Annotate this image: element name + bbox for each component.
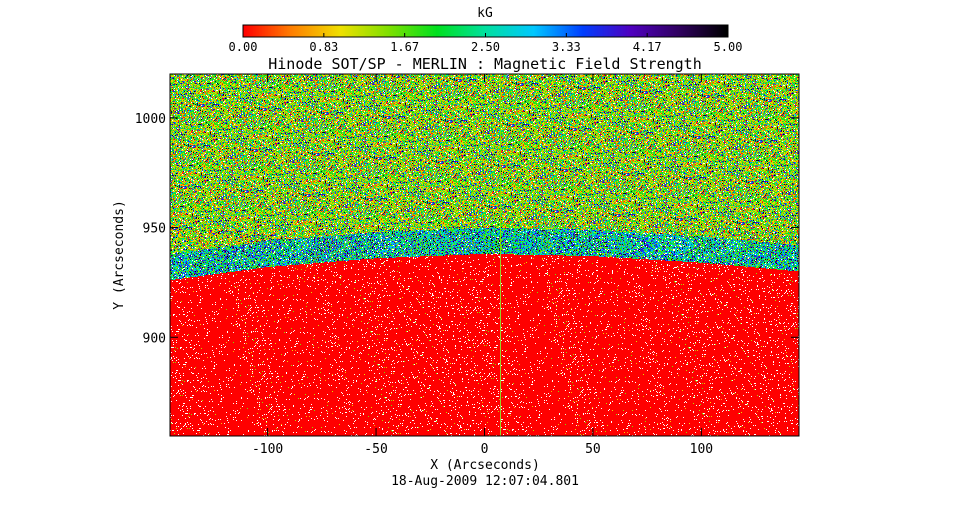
x-tick-label: 50 bbox=[585, 442, 601, 457]
x-tick-label: -50 bbox=[364, 442, 387, 457]
x-axis: -100 -50 0 50 100 bbox=[252, 74, 713, 457]
field-strength-map bbox=[170, 74, 799, 436]
colorbar-tick-label: 0.83 bbox=[309, 40, 338, 54]
y-tick-label: 900 bbox=[143, 331, 166, 346]
y-tick-label: 950 bbox=[143, 222, 166, 237]
timestamp: 18-Aug-2009 12:07:04.801 bbox=[391, 474, 579, 489]
colorbar-gradient bbox=[243, 25, 728, 37]
colorbar-tick-label: 3.33 bbox=[552, 40, 581, 54]
colorbar-tick-label: 4.17 bbox=[633, 40, 662, 54]
chart-title: Hinode SOT/SP - MERLIN : Magnetic Field … bbox=[268, 55, 701, 73]
colorbar-tick-label: 5.00 bbox=[714, 40, 743, 54]
x-tick-label: 100 bbox=[690, 442, 713, 457]
x-axis-label: X (Arcseconds) bbox=[430, 458, 540, 473]
colorbar-tick-label: 2.50 bbox=[471, 40, 500, 54]
colorbar-label: kG bbox=[477, 6, 493, 21]
colorbar-ticks: 0.00 0.83 1.67 2.50 3.33 4.17 5.00 bbox=[229, 33, 743, 54]
y-tick-label: 1000 bbox=[135, 112, 166, 127]
plot-frame bbox=[169, 73, 800, 437]
x-tick-label: 0 bbox=[481, 442, 489, 457]
x-tick-label: -100 bbox=[252, 442, 283, 457]
colorbar-tick-label: 0.00 bbox=[229, 40, 258, 54]
y-axis-label: Y (Arcseconds) bbox=[112, 200, 127, 310]
colorbar-tick-label: 1.67 bbox=[390, 40, 419, 54]
y-axis: 900 950 1000 bbox=[135, 112, 799, 346]
